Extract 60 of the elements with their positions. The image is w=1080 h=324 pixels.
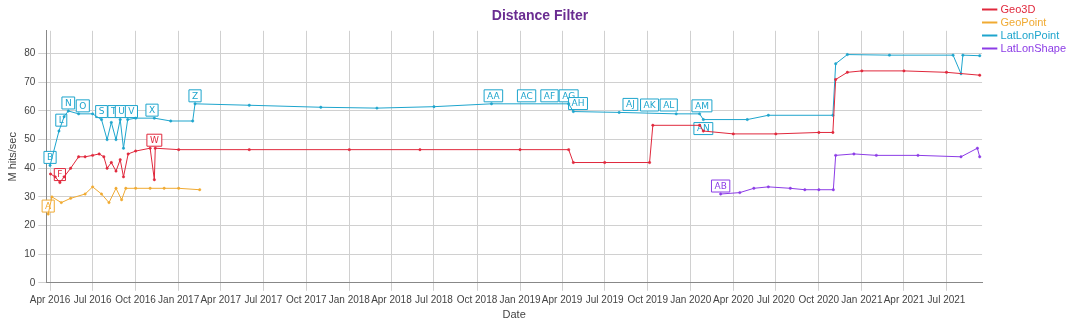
x-tick-label: Apr 2018 xyxy=(371,293,413,305)
legend-label: LatLonPoint xyxy=(1000,28,1060,41)
annotation: S xyxy=(98,106,105,117)
y-tick-label: 10 xyxy=(24,247,36,259)
x-tick-label: Jan 2020 xyxy=(670,293,712,305)
annotation: V xyxy=(128,106,136,117)
y-axis-title: M hits/sec xyxy=(5,131,18,182)
annotation: AF xyxy=(543,90,556,101)
y-tick-label: 40 xyxy=(24,162,36,173)
annotation: AB xyxy=(714,180,727,191)
x-tick-label: Jul 2019 xyxy=(585,293,625,305)
y-tick-label: 30 xyxy=(24,190,36,202)
x-tick-label: Jan 2018 xyxy=(328,293,371,305)
x-tick-label: Jul 2018 xyxy=(415,293,454,305)
annotation: T xyxy=(109,106,117,117)
x-tick-label: Jan 2021 xyxy=(841,293,883,305)
legend-label: Geo3D xyxy=(1000,2,1036,15)
x-tick-label: Apr 2019 xyxy=(541,293,583,305)
y-tick-label: 80 xyxy=(24,47,36,59)
annotation: AN xyxy=(696,123,710,134)
x-tick-label: Jul 2020 xyxy=(756,293,796,305)
legend-label: GeoPoint xyxy=(1000,15,1047,28)
x-tick-label: Jan 2017 xyxy=(158,293,200,305)
annotation: N xyxy=(64,97,72,108)
annotation: AL xyxy=(663,99,675,110)
x-tick-label: Apr 2016 xyxy=(29,293,71,305)
y-tick-label: 20 xyxy=(24,219,36,231)
y-tick-label: 50 xyxy=(24,133,36,145)
x-tick-label: Oct 2017 xyxy=(286,293,328,305)
annotation: AK xyxy=(643,99,657,110)
y-tick-label: 0 xyxy=(29,276,36,288)
y-tick-label: 70 xyxy=(24,76,36,88)
annotation: AA xyxy=(487,90,501,101)
x-tick-label: Jul 2021 xyxy=(927,293,966,305)
annotation: AC xyxy=(520,90,533,101)
x-tick-label: Jan 2019 xyxy=(499,293,542,305)
x-axis-title: Date xyxy=(502,308,526,321)
annotation: B xyxy=(46,152,54,163)
x-tick-label: Apr 2021 xyxy=(883,293,925,305)
annotation: O xyxy=(79,100,87,111)
annotation: Z xyxy=(191,90,199,101)
x-tick-label: Jul 2016 xyxy=(73,293,112,305)
x-tick-label: Apr 2017 xyxy=(200,293,242,305)
x-tick-label: Apr 2020 xyxy=(712,293,754,305)
y-tick-label: 60 xyxy=(24,104,36,116)
annotation: L xyxy=(58,115,64,126)
legend-label: LatLonShape xyxy=(1000,41,1066,54)
x-tick-label: Oct 2019 xyxy=(627,293,669,305)
x-tick-label: Jul 2017 xyxy=(244,293,283,305)
annotation: X xyxy=(148,104,156,115)
annotation: AJ xyxy=(625,99,635,110)
annotation: A xyxy=(45,200,53,211)
annotation: W xyxy=(149,135,159,146)
annotation: U xyxy=(118,106,125,117)
x-tick-label: Oct 2020 xyxy=(798,293,840,305)
x-tick-label: Oct 2016 xyxy=(115,293,157,305)
x-tick-label: Oct 2018 xyxy=(456,293,498,305)
annotation: AM xyxy=(694,100,709,111)
chart-title: Distance Filter xyxy=(491,7,589,24)
annotation: F xyxy=(57,169,63,180)
